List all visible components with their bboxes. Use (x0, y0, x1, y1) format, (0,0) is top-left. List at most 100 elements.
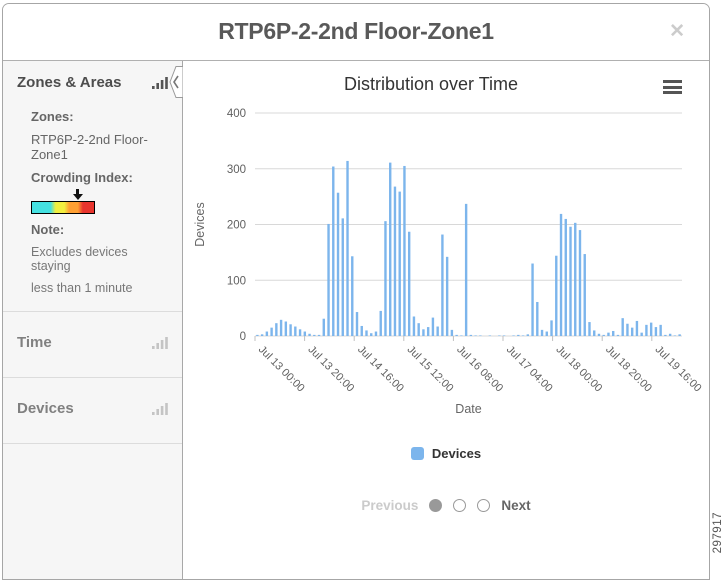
bar (332, 166, 335, 336)
bar (355, 312, 359, 336)
bar (664, 334, 667, 336)
bar (403, 165, 406, 336)
section-label: Devices (17, 400, 74, 417)
bar (341, 218, 344, 336)
zones-label: Zones: (31, 109, 74, 124)
bar (365, 330, 368, 337)
page-dots (429, 499, 491, 512)
bar (384, 221, 387, 336)
figure-number: 297917 (712, 511, 724, 553)
sidebar-section-devices[interactable]: Devices (3, 387, 182, 427)
bar (621, 318, 624, 336)
bar (574, 222, 577, 336)
bar (626, 323, 629, 337)
bar (417, 323, 420, 336)
bar (583, 254, 586, 336)
bar (436, 326, 439, 336)
legend-label: Devices (431, 446, 482, 461)
sidebar-section-time[interactable]: Time (3, 321, 182, 361)
bar (569, 226, 572, 336)
bar (422, 329, 425, 336)
note-line: less than 1 minute (31, 281, 133, 295)
x-axis-tick-label: Jul 18 20:00 (603, 344, 654, 395)
previous-button[interactable]: Previous (361, 498, 419, 513)
bar (645, 324, 648, 336)
zone-detail-dialog: RTP6P-2-2nd Floor-Zone1 ✕ Zones & Areas (2, 3, 710, 580)
bar (317, 334, 321, 336)
bar (578, 230, 582, 336)
time-section: Time (3, 312, 182, 371)
bar (526, 334, 530, 336)
legend-item-devices[interactable]: Devices (410, 446, 482, 461)
legend-swatch (410, 447, 424, 460)
bar (351, 256, 354, 336)
dialog-title: RTP6P-2-2nd Floor-Zone1 (218, 18, 494, 44)
y-axis-tick-label: 400 (227, 108, 246, 120)
bar (398, 191, 401, 336)
bar (588, 322, 591, 336)
bar-chart-icon (152, 336, 168, 349)
divider (3, 443, 182, 444)
dialog-header: RTP6P-2-2nd Floor-Zone1 ✕ (3, 4, 709, 61)
note-label: Note: (31, 222, 65, 237)
bar (256, 334, 259, 336)
bar (635, 320, 639, 336)
bar (407, 231, 411, 336)
page-dot-1[interactable] (429, 499, 443, 512)
bar (279, 319, 283, 336)
page-dot-3[interactable] (477, 499, 491, 512)
bar (313, 334, 316, 336)
divider (3, 311, 182, 312)
bar (431, 317, 435, 336)
zones-value: RTP6P-2-2nd Floor-Zone1 (31, 132, 148, 162)
x-axis-tick-label: Jul 18 00:00 (553, 344, 604, 395)
sidebar-section-zones-areas[interactable]: Zones & Areas (3, 61, 182, 101)
bar (479, 335, 482, 336)
bar (536, 301, 539, 336)
bar (521, 335, 525, 336)
bar (346, 160, 349, 336)
bar (445, 256, 449, 336)
bar (393, 186, 397, 336)
bar (602, 334, 605, 336)
legend: Devices (183, 446, 709, 461)
next-button[interactable]: Next (501, 498, 531, 513)
bar (612, 330, 615, 336)
bar (460, 335, 463, 336)
y-axis-tick-label: 0 (240, 331, 246, 343)
bar (559, 213, 563, 336)
crowding-index-label: Crowding Index: (31, 170, 133, 185)
bar-chart-icon (152, 402, 168, 415)
bar (654, 327, 658, 336)
bar (659, 324, 662, 336)
bar (322, 318, 325, 336)
divider (3, 377, 182, 378)
bar (379, 310, 382, 336)
bar (673, 335, 677, 336)
bar (289, 324, 292, 336)
x-axis-tick-label: Jul 15 12:00 (405, 344, 456, 395)
section-label: Time (17, 334, 52, 351)
bar (668, 333, 672, 336)
section-label: Zones & Areas (17, 74, 122, 91)
y-axis-tick-label: 300 (227, 164, 246, 176)
hamburger-menu-icon (663, 80, 682, 94)
y-axis-tick-label: 100 (227, 275, 246, 287)
close-icon[interactable]: ✕ (669, 21, 685, 42)
bar (555, 255, 558, 336)
x-axis-tick-label: Jul 17 04:00 (504, 344, 555, 395)
chart-menu-button[interactable] (663, 80, 682, 97)
pagination: Previous Next (183, 498, 709, 513)
x-axis-tick-label: Jul 13 00:00 (256, 344, 307, 395)
bar (336, 192, 340, 336)
bar (488, 335, 492, 336)
bar (426, 327, 430, 336)
note-line: Excludes devices staying (31, 245, 128, 273)
bar (474, 335, 477, 336)
bar (360, 325, 363, 336)
bar (498, 335, 501, 336)
y-axis-tick-label: 200 (227, 220, 246, 232)
collapse-sidebar-button[interactable] (169, 66, 184, 98)
page-dot-2[interactable] (453, 499, 467, 512)
